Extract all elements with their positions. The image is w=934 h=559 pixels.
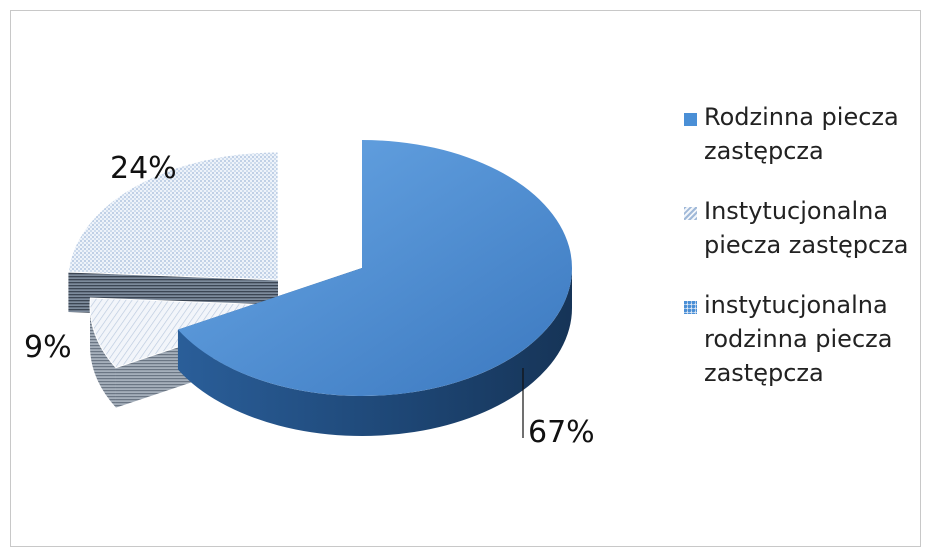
legend-label: instytucjonalna rodzinna piecza zastępcz…: [704, 291, 893, 387]
pie-slice-top: [177, 140, 573, 396]
legend-label: Rodzinna piecza zastępcza: [704, 103, 899, 165]
legend-swatch: [684, 207, 697, 220]
legend-item-3: instytucjonalna rodzinna piecza zastępcz…: [684, 288, 924, 390]
chart-legend: Rodzinna piecza zastępcza Instytucjonalna…: [684, 100, 924, 416]
legend-swatch: [684, 301, 697, 314]
pie-slice-side: [90, 306, 116, 408]
data-label-3: 24%: [110, 151, 177, 186]
legend-item-2: Instytucjonalna piecza zastępcza: [684, 194, 924, 262]
pie-slice-1: [177, 140, 573, 436]
legend-item-1: Rodzinna piecza zastępcza: [684, 100, 924, 168]
data-label-1: 67%: [528, 415, 595, 450]
legend-swatch: [684, 113, 697, 126]
pie-slice-top: [67, 151, 279, 281]
legend-label: Instytucjonalna piecza zastępcza: [704, 197, 909, 259]
pie-slice-side: [177, 268, 573, 436]
data-label-2: 9%: [24, 330, 72, 365]
